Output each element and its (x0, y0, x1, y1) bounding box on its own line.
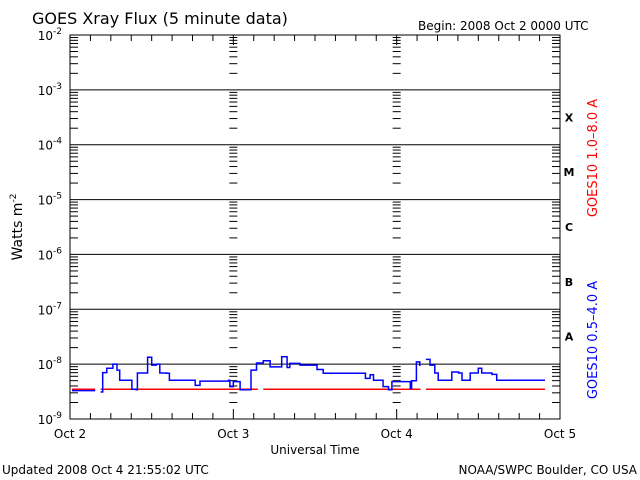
x-tick-label: Oct 3 (217, 427, 249, 441)
y-tick-label: 10-6 (38, 246, 63, 262)
legend-long-channel: GOES10 1.0–8.0 A (586, 99, 601, 217)
y-tick-label: 10-2 (38, 27, 62, 43)
credit-label: NOAA/SWPC Boulder, CO USA (459, 463, 638, 477)
begin-label: Begin: 2008 Oct 2 0000 UTC (418, 19, 589, 33)
y-tick-label: 10-8 (38, 356, 63, 372)
flare-class-label: C (565, 221, 573, 234)
legend-short-channel: GOES10 0.5–4.0 A (586, 281, 601, 399)
series-lines (72, 356, 545, 393)
updated-timestamp: Updated 2008 Oct 4 21:55:02 UTC (2, 463, 209, 477)
y-axis-label: Watts m-2 (9, 194, 26, 261)
y-tick-label: 10-5 (38, 192, 62, 208)
y-tick-label: 10-9 (38, 411, 63, 427)
y-tick-label: 10-4 (38, 137, 63, 153)
grid (70, 37, 560, 403)
flare-class-label: M (564, 166, 575, 179)
y-tick-label: 10-3 (38, 82, 62, 98)
x-tick-label: Oct 2 (54, 427, 86, 441)
series-line-short (100, 356, 421, 393)
y-tick-label: 10-7 (38, 301, 62, 317)
flare-class-label: A (565, 331, 574, 344)
x-tick-label: Oct 5 (544, 427, 576, 441)
x-axis-label: Universal Time (270, 443, 359, 457)
flare-class-label: X (565, 111, 574, 124)
x-axis: Oct 2 Oct 3 Oct 4 Oct 5 (54, 35, 576, 441)
chart-title: GOES Xray Flux (5 minute data) (32, 9, 288, 28)
series-line-short (425, 358, 545, 381)
flare-class-labels: X M C B A (564, 111, 575, 343)
flare-class-label: B (565, 276, 573, 289)
y-axis: 10-2 10-3 10-4 10-5 10-6 10-7 10-8 10-9 (38, 27, 560, 427)
x-tick-label: Oct 4 (381, 427, 413, 441)
plot-frame (69, 34, 561, 420)
